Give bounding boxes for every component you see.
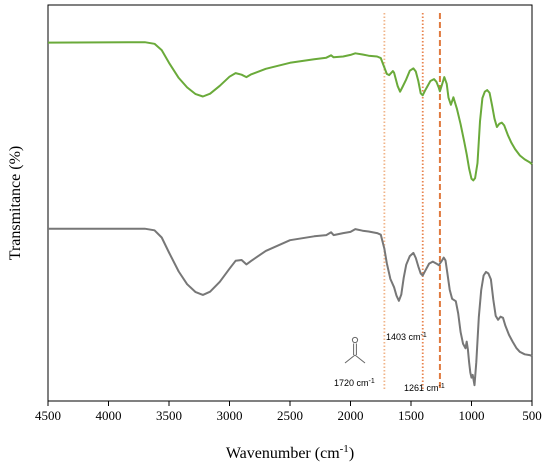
series-line-1 <box>48 227 533 387</box>
plot-frame <box>47 4 533 402</box>
x-ticks: 4500 4000 3500 3000 2500 2000 1500 1000 500 <box>35 401 542 423</box>
series-layer <box>47 41 533 387</box>
x-axis-title: Wavenumber (cm-1) <box>226 443 354 462</box>
annotation-1720: 1720 cm-1 <box>334 378 375 388</box>
x-tick-label-4500: 4500 <box>35 408 61 423</box>
x-tick-label-3500: 3500 <box>156 408 182 423</box>
y-axis-title: Transmitance (%) <box>7 146 24 261</box>
single-bond-right <box>354 354 366 364</box>
annotation-1403: 1403 cm-1 <box>386 332 427 342</box>
x-tick-label-2000: 2000 <box>338 408 364 423</box>
marker-lines <box>383 13 441 391</box>
oxygen-atom <box>351 336 359 344</box>
x-tick-label-1000: 1000 <box>459 408 485 423</box>
carbonyl-structure-icon <box>344 336 366 364</box>
x-tick-label-3000: 3000 <box>217 408 243 423</box>
x-tick-label-2500: 2500 <box>277 408 303 423</box>
annotation-1261: 1261 cm-1 <box>404 383 445 393</box>
plot-area: 4500 4000 3500 3000 2500 2000 1500 1000 500 1720… <box>35 4 542 423</box>
single-bond-left <box>344 354 356 364</box>
series-line-0 <box>47 41 533 182</box>
x-tick-label-500: 500 <box>522 408 542 423</box>
x-tick-label-4000: 4000 <box>96 408 122 423</box>
x-tick-label-1500: 1500 <box>398 408 424 423</box>
